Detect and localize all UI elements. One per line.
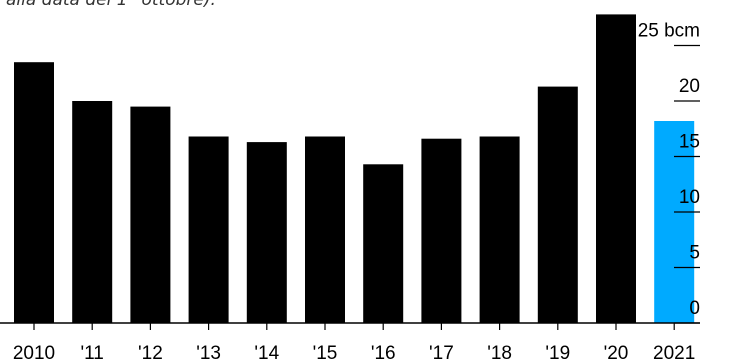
x-tick-label-2: '12 xyxy=(138,343,163,361)
y-tick-label-0: 0 xyxy=(689,298,700,319)
x-tick-label-6: '16 xyxy=(371,343,396,361)
x-tick-label-1: '11 xyxy=(81,343,104,361)
bar-1 xyxy=(72,101,113,323)
x-tick-label-5: '15 xyxy=(313,343,338,361)
y-tick-label-5: 25 bcm xyxy=(638,21,700,42)
bar-0 xyxy=(14,62,54,323)
bar-2 xyxy=(130,106,171,323)
bar-11 xyxy=(654,121,695,323)
x-tick-label-4: '14 xyxy=(254,343,279,361)
y-axis: 0 5 10 15 20 25 bcm xyxy=(638,21,700,324)
x-axis: 2010 '11 '12 '13 '14 '15 '16 '17 '18 '19 '20 2021 xyxy=(13,323,695,361)
bar-8 xyxy=(479,136,520,323)
x-tick-label-8: '18 xyxy=(487,343,512,361)
bar-4 xyxy=(246,142,287,323)
bar-5 xyxy=(305,136,345,323)
bars-group xyxy=(14,14,695,324)
bar-7 xyxy=(421,138,462,323)
y-tick-label-4: 20 xyxy=(679,76,700,97)
x-tick-label-3: '13 xyxy=(196,343,221,361)
x-tick-label-11: 2021 xyxy=(653,343,695,361)
x-tick-label-10: '20 xyxy=(604,343,629,361)
y-tick-label-3: 15 xyxy=(679,132,700,153)
bar-9 xyxy=(537,86,578,323)
y-tick-label-1: 5 xyxy=(689,243,700,264)
x-tick-label-9: '19 xyxy=(545,343,570,361)
x-tick-label-7: '17 xyxy=(429,343,454,361)
bar-6 xyxy=(363,164,404,323)
bar-3 xyxy=(188,136,229,323)
y-tick-label-2: 10 xyxy=(679,187,700,208)
chart-caption: alla data del 1° ottobre). xyxy=(6,0,216,10)
bar-10 xyxy=(596,14,636,324)
x-tick-label-0: 2010 xyxy=(13,343,55,361)
